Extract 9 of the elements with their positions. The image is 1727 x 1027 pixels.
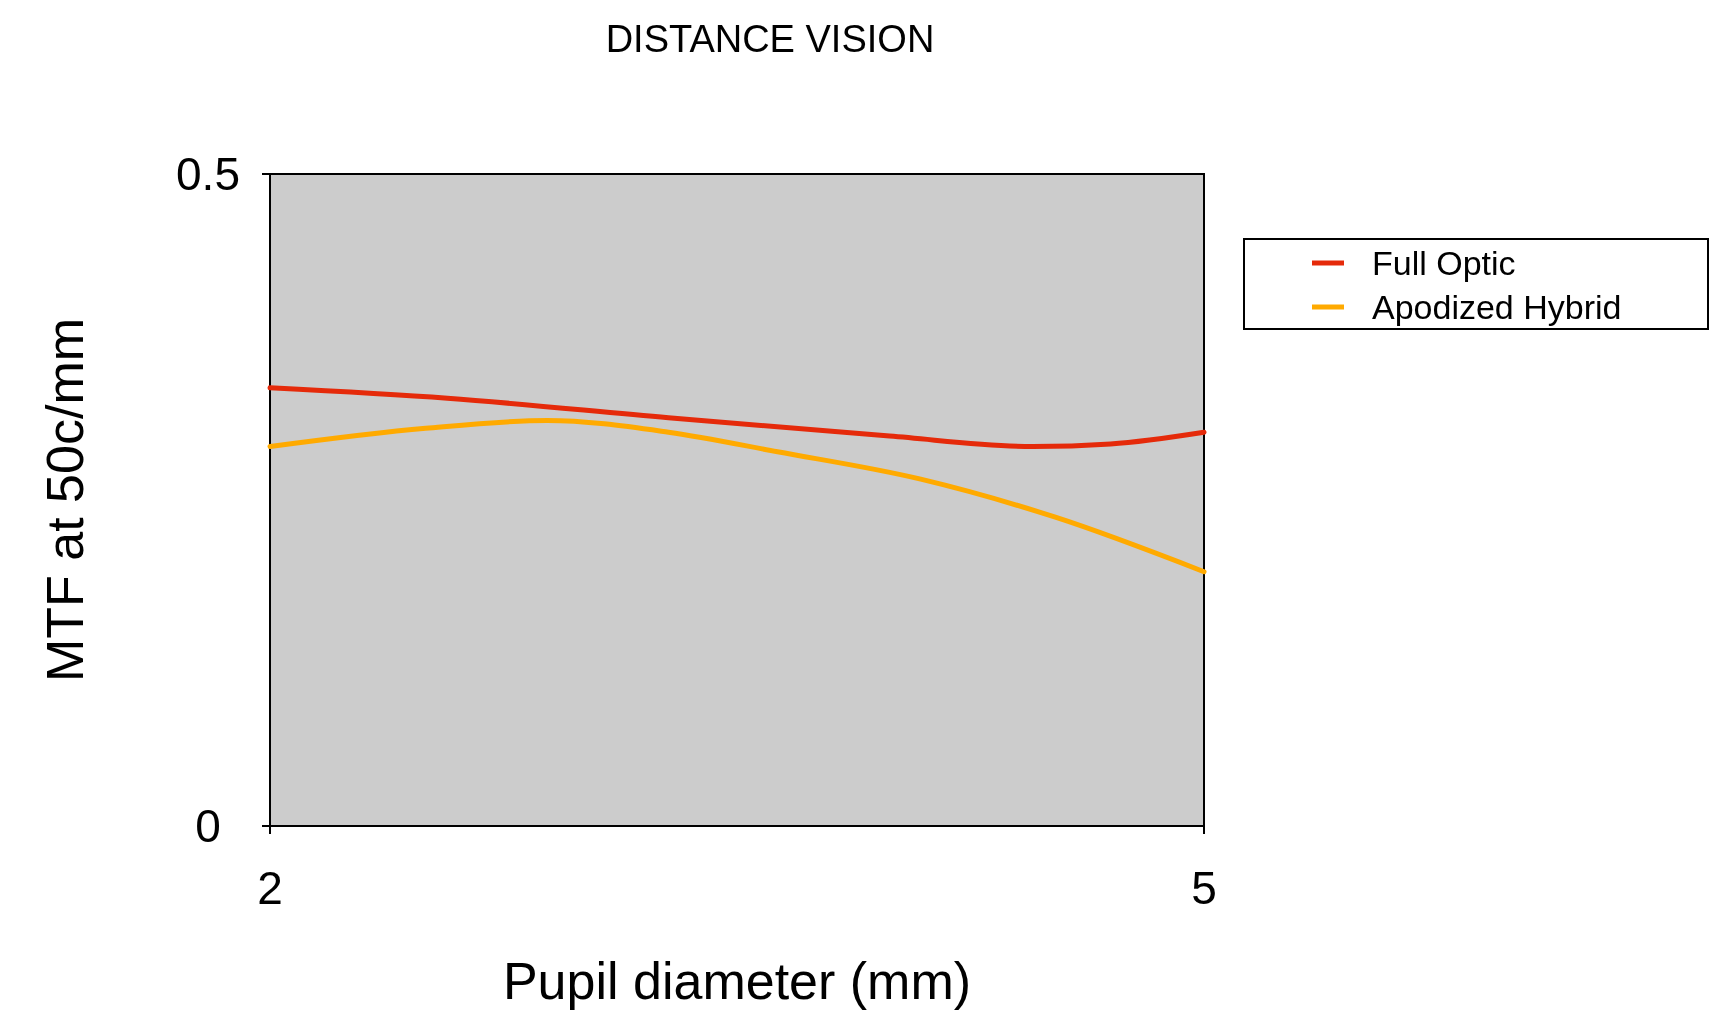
- x-tick-label: 2: [257, 862, 283, 914]
- legend-label: Apodized Hybrid: [1372, 288, 1622, 326]
- chart-title: DISTANCE VISION: [605, 18, 935, 60]
- y-axis-title: MTF at 50c/mm: [36, 317, 94, 683]
- y-tick-label: 0: [195, 800, 221, 852]
- x-tick-label: 5: [1191, 862, 1217, 914]
- legend-label: Full Optic: [1372, 244, 1516, 282]
- x-axis-title: Pupil diameter (mm): [502, 952, 972, 1010]
- y-tick-label: 0.5: [176, 148, 240, 200]
